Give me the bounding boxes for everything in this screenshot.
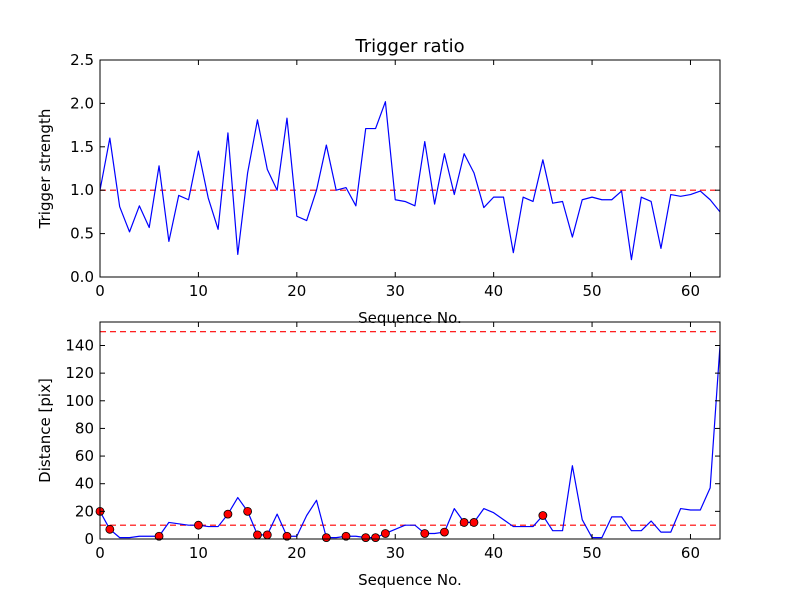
x-tick-label: 50 — [583, 282, 602, 300]
y-tick-label: 20 — [75, 502, 94, 520]
x-tick-label: 30 — [386, 544, 405, 562]
chart-panel-bottom: 0 10 20 30 40 50 60 0 20 40 60 80 100 120 140 Sequence … — [36, 321, 721, 589]
scatter-point — [341, 531, 351, 541]
plot-area — [100, 331, 720, 539]
x-tick-label: 0 — [95, 282, 105, 300]
scatter-point — [223, 509, 233, 519]
y-tick-label: 80 — [75, 419, 94, 437]
y-tick-label: 1.0 — [70, 181, 94, 199]
scatter-point — [194, 520, 203, 530]
y-tick-label: 60 — [75, 447, 94, 465]
chart-panel-top: 0 10 20 30 40 50 60 0.0 0.5 1.0 1.5 2.0 2.5 Trigger r… — [36, 36, 721, 327]
scatter-point — [282, 531, 292, 541]
scatter-point — [420, 529, 430, 538]
x-tick-label: 20 — [287, 282, 306, 300]
x-tick-label: 30 — [386, 282, 405, 300]
scatter-point — [105, 524, 115, 534]
x-tick-label: 20 — [287, 544, 306, 562]
x-tick-label: 50 — [583, 544, 602, 562]
scatter-point — [253, 530, 262, 540]
x-tick-label: 10 — [189, 544, 208, 562]
y-tick-label: 2.0 — [70, 94, 94, 112]
y-tick-label: 0.5 — [70, 225, 94, 243]
series-line-distance — [100, 345, 720, 539]
scatter-point — [538, 511, 548, 520]
x-tick-label: 60 — [681, 282, 700, 300]
series-line-trigger-strength — [100, 101, 720, 261]
axes-frame — [99, 321, 721, 540]
scatter-point — [371, 533, 380, 543]
y-tick-label: 2.5 — [70, 51, 94, 69]
x-tick-label: 40 — [484, 282, 503, 300]
scatter-point — [361, 533, 371, 543]
x-tick-label: 0 — [95, 544, 105, 562]
axes-frame — [99, 59, 721, 278]
y-tick-label: 120 — [65, 364, 94, 382]
scatter-point — [380, 529, 390, 538]
chart-title: Trigger ratio — [354, 36, 464, 57]
y-tick-label: 100 — [65, 392, 94, 410]
scatter-point — [440, 527, 449, 537]
y-tick-label: 0.0 — [70, 268, 94, 286]
scatter-point — [243, 506, 253, 516]
x-tick-label: 40 — [484, 544, 503, 562]
x-tick-label: 60 — [681, 544, 700, 562]
y-tick-label: 0 — [84, 530, 94, 548]
plot-area — [100, 101, 720, 261]
x-axis-label: Sequence No. — [358, 309, 462, 327]
scatter-point — [154, 531, 164, 541]
scatter-point — [459, 518, 469, 527]
scatter-point — [262, 530, 272, 540]
y-tick-label: 140 — [65, 336, 94, 354]
x-tick-label: 10 — [189, 282, 208, 300]
y-tick-label: 40 — [75, 475, 94, 493]
y-tick-label: 1.5 — [70, 138, 94, 156]
y-axis-label: Distance [pix] — [36, 378, 54, 483]
y-axis-label: Trigger strength — [36, 109, 54, 230]
x-axis-label: Sequence No. — [358, 571, 462, 589]
scatter-point — [321, 533, 331, 543]
scatter-point — [469, 518, 479, 527]
